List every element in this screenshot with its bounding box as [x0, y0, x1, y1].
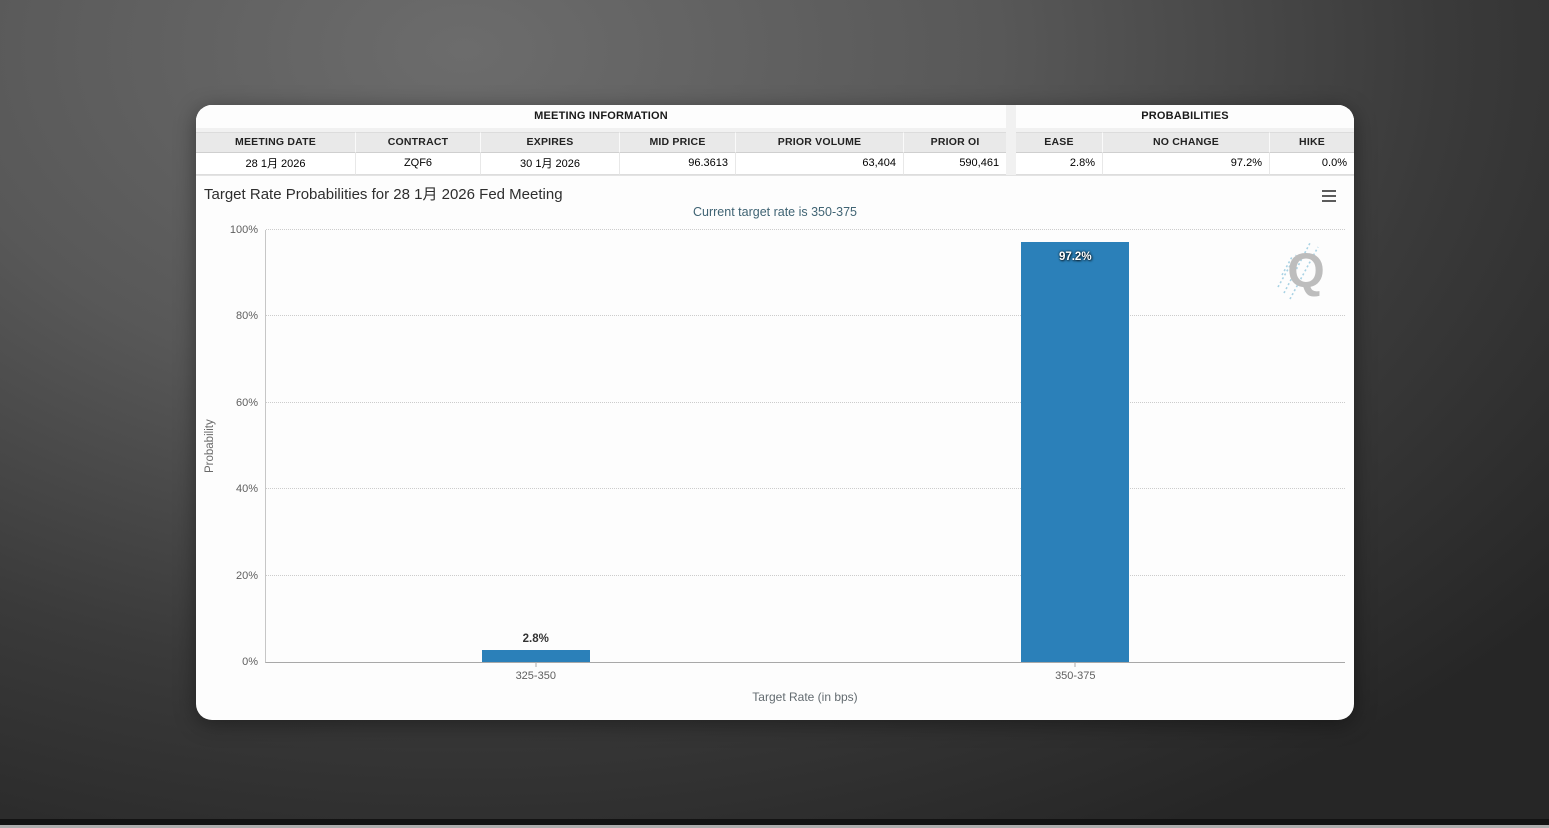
- bottom-bar: [0, 819, 1549, 825]
- bottom-edge-line: [0, 825, 1549, 828]
- column-header-contract: CONTRACT: [356, 131, 481, 153]
- bar-data-label: 2.8%: [522, 632, 549, 645]
- x-axis-tickmark: [535, 662, 537, 667]
- y-gridline: [266, 574, 1345, 576]
- y-gridline: [266, 315, 1345, 317]
- y-axis-tick-label: 40%: [235, 483, 258, 496]
- column-header-hike: HIKE: [1270, 131, 1354, 153]
- tables-strip: MEETING INFORMATION MEETING DATE CONTRAC…: [196, 105, 1354, 176]
- x-axis-category-label: 325-350: [515, 670, 556, 682]
- hike-value: 0.0%: [1270, 152, 1354, 175]
- tables-divider: [1006, 105, 1016, 175]
- column-header-expires: EXPIRES: [481, 131, 620, 153]
- chart-bar-350-375[interactable]: [1021, 242, 1130, 662]
- y-gridline: [266, 229, 1345, 230]
- prior-oi-value: 590,461: [904, 152, 1007, 175]
- fedwatch-panel: MEETING INFORMATION MEETING DATE CONTRAC…: [196, 105, 1354, 720]
- svg-text:Q: Q: [1287, 245, 1324, 298]
- y-axis-tick-label: 60%: [235, 396, 258, 409]
- bar-data-label: 97.2%: [1058, 251, 1092, 264]
- y-axis-title: Probability: [204, 419, 216, 474]
- chart-title: Target Rate Probabilities for 28 1月 2026…: [204, 186, 563, 203]
- column-header-prior-volume: PRIOR VOLUME: [736, 131, 904, 153]
- y-axis-tick-label: 0%: [242, 656, 258, 668]
- quikstrike-watermark: Q: [1270, 235, 1336, 307]
- expires-value: 30 1月 2026: [481, 152, 620, 175]
- ease-value: 2.8%: [1016, 152, 1103, 175]
- y-axis-tick-label: 100%: [229, 224, 258, 236]
- probabilities-section-title: PROBABILITIES: [1016, 105, 1354, 132]
- meeting-date-value: 28 1月 2026: [196, 152, 356, 175]
- y-gridline: [266, 401, 1345, 403]
- q-logo-watermark: Q: [1277, 242, 1325, 300]
- x-axis-title: Target Rate (in bps): [752, 690, 858, 704]
- prior-volume-value: 63,404: [736, 152, 904, 175]
- x-axis-category-label: 350-375: [1055, 670, 1096, 682]
- y-gridline: [266, 488, 1345, 490]
- plot-area: 0% 20% 40% 60% 80% 100% 2.8% 325-350 97.2% 350-37…: [230, 224, 1345, 682]
- chart-subtitle: Current target rate is 350-375: [693, 205, 857, 219]
- chart-bar-325-350[interactable]: [481, 649, 590, 662]
- column-header-ease: EASE: [1016, 131, 1103, 153]
- meeting-information-table: MEETING INFORMATION MEETING DATE CONTRAC…: [196, 105, 1007, 175]
- column-header-no-change: NO CHANGE: [1103, 131, 1270, 153]
- column-header-meeting-date: MEETING DATE: [196, 131, 356, 153]
- no-change-value: 97.2%: [1103, 152, 1270, 175]
- meeting-info-section-title: MEETING INFORMATION: [196, 105, 1007, 132]
- y-axis-tick-label: 80%: [235, 310, 258, 323]
- column-header-mid-price: MID PRICE: [620, 131, 736, 153]
- column-header-prior-oi: PRIOR OI: [904, 131, 1007, 153]
- probabilities-table: PROBABILITIES EASE NO CHANGE HIKE 2.8% 9…: [1016, 105, 1354, 175]
- contract-value: ZQF6: [356, 152, 481, 175]
- chart-context-menu-button[interactable]: [1318, 187, 1340, 205]
- x-axis-tickmark: [1074, 662, 1076, 667]
- y-axis-tick-label: 20%: [235, 569, 258, 582]
- mid-price-value: 96.3613: [620, 152, 736, 175]
